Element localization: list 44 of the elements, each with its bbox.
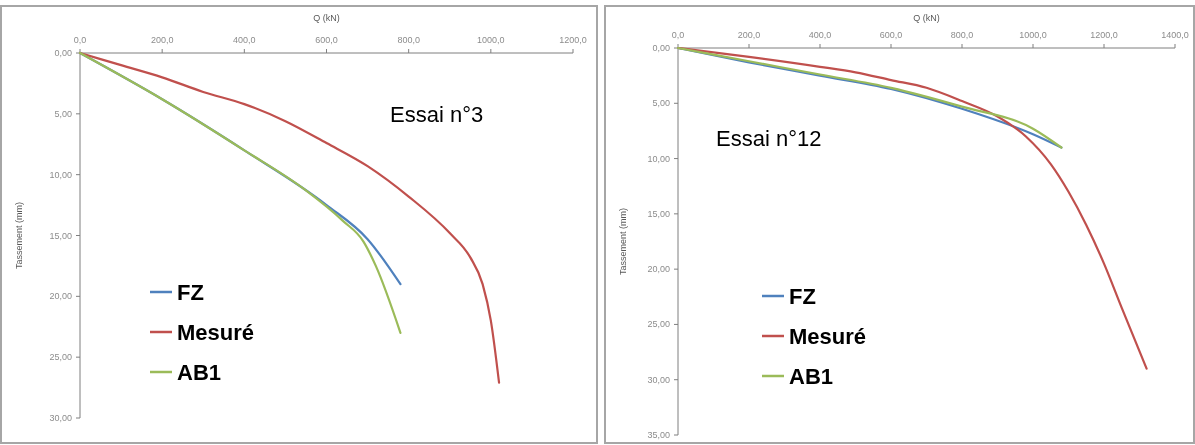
- legend-label: AB1: [789, 364, 834, 389]
- x-tick-label: 600,0: [879, 30, 903, 40]
- y-tick-label: 15,00: [49, 230, 72, 241]
- y-tick-label: 15,00: [647, 208, 670, 219]
- y-tick-label: 0,00: [652, 43, 670, 53]
- y-tick-label: 30,00: [49, 413, 72, 423]
- x-tick-label: 1400,0: [1161, 30, 1189, 40]
- x-tick-label: 0,0: [671, 30, 685, 40]
- x-tick-label: 800,0: [950, 30, 974, 40]
- x-tick-label: 200,0: [150, 35, 174, 45]
- y-tick-label: 35,00: [647, 430, 670, 440]
- y-tick-label: 20,00: [49, 291, 72, 302]
- y-tick-label: 30,00: [647, 374, 670, 385]
- x-tick-label: 600,0: [315, 35, 338, 45]
- x-axis-title: Q (kN): [313, 13, 340, 23]
- x-tick-label: 1200,0: [1090, 30, 1118, 40]
- annotation: Essai n°3: [390, 102, 484, 127]
- y-tick-label: 25,00: [647, 319, 670, 330]
- legend-label: Mesuré: [789, 324, 867, 349]
- x-tick-label: 800,0: [397, 35, 420, 45]
- legend-label: Mesuré: [177, 320, 255, 345]
- y-tick-label: 20,00: [647, 264, 670, 275]
- x-axis-title: Q (kN): [913, 13, 940, 23]
- legend-label: AB1: [177, 360, 222, 385]
- legend-label: FZ: [177, 280, 204, 305]
- y-tick-label: 5,00: [54, 108, 72, 119]
- x-tick-label: 1000,0: [1019, 30, 1047, 40]
- x-tick-label: 0,0: [73, 35, 87, 45]
- x-tick-label: 400,0: [808, 30, 832, 40]
- y-axis-title: Tassement (mm): [618, 207, 628, 276]
- y-tick-label: 0,00: [54, 48, 72, 58]
- x-tick-label: 200,0: [737, 30, 761, 40]
- legend-label: FZ: [789, 284, 816, 309]
- line-series: [676, 46, 1063, 149]
- x-tick-label: 1000,0: [477, 35, 505, 45]
- y-axis-title: Tassement (mm): [14, 201, 24, 270]
- x-tick-label: 400,0: [233, 35, 256, 45]
- y-tick-label: 10,00: [647, 153, 670, 164]
- y-tick-label: 5,00: [652, 98, 670, 109]
- y-tick-label: 10,00: [49, 169, 72, 180]
- y-tick-label: 25,00: [49, 352, 72, 363]
- line-series: [78, 51, 501, 384]
- annotation: Essai n°12: [716, 126, 822, 151]
- x-tick-label: 1200,0: [559, 35, 587, 45]
